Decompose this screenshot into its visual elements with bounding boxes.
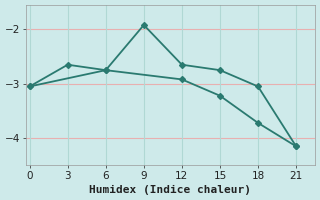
X-axis label: Humidex (Indice chaleur): Humidex (Indice chaleur): [90, 185, 252, 195]
